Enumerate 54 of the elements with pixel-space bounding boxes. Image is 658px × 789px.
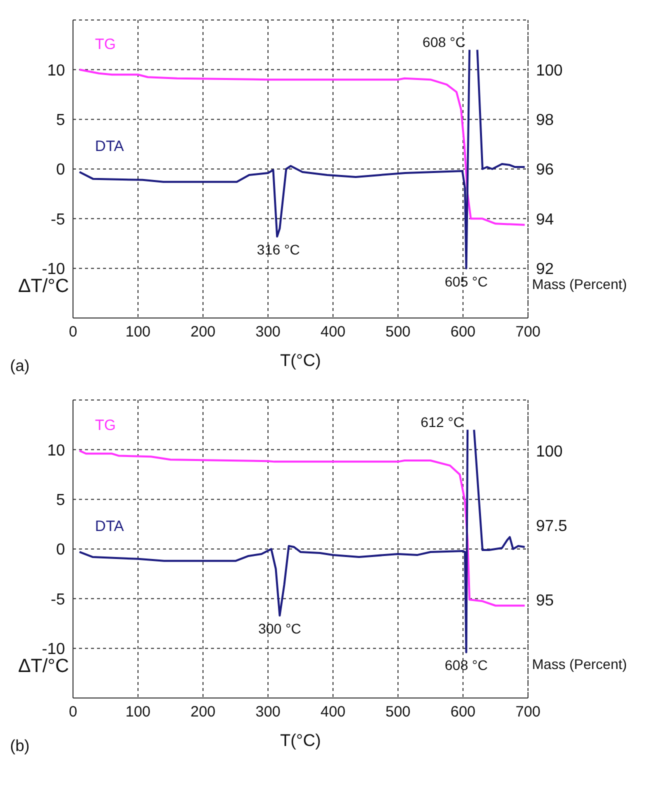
x-tick-label: 300	[255, 704, 281, 721]
y2-tick-label: 98	[536, 112, 554, 130]
y2-axis-title: Mass (Percent)	[532, 656, 627, 672]
y2-axis-title: Mass (Percent)	[532, 276, 627, 292]
x-tick-label: 500	[385, 324, 411, 341]
annotation: 300 °C	[258, 620, 302, 636]
annotation: 608 °C	[422, 34, 466, 50]
y-tick-label: 5	[56, 492, 66, 510]
x-tick-label: 600	[450, 324, 476, 341]
x-axis-title: T(°C)	[280, 731, 321, 750]
y-axis-title: ΔT/°C	[17, 276, 69, 298]
series-label: DTA	[95, 138, 124, 155]
y-tick-label: -10	[42, 261, 66, 278]
y-tick-label: 0	[56, 162, 66, 179]
x-tick-label: 0	[68, 704, 78, 721]
line-series	[78, 450, 526, 607]
y-axis-title: ΔT/°C	[17, 656, 69, 678]
series-label: DTA	[95, 518, 124, 535]
y-tick-label: 10	[47, 442, 66, 460]
line-series	[78, 68, 526, 226]
series-label: TG	[95, 36, 116, 53]
x-tick-label: 700	[515, 704, 541, 721]
y-tick-label: 5	[56, 112, 66, 130]
text: (b)	[10, 738, 30, 756]
x-tick-label: 0	[68, 324, 78, 341]
y2-tick-label: 95	[536, 592, 554, 610]
text: (a)	[10, 358, 30, 376]
y-tick-label: 0	[56, 542, 66, 559]
x-tick-label: 200	[190, 704, 216, 721]
x-tick-label: 700	[515, 324, 541, 341]
x-tick-label: 200	[190, 324, 216, 341]
annotation: 316 °C	[256, 241, 300, 258]
y2-tick-label: 100	[536, 443, 563, 460]
y2-tick-label: 92	[536, 261, 554, 278]
x-tick-label: 400	[320, 704, 346, 721]
y2-tick-label: 96	[536, 162, 554, 179]
y-tick-label: -5	[50, 211, 66, 228]
x-tick-label: 500	[385, 704, 411, 721]
series-label: TG	[95, 416, 116, 434]
y-tick-label: 10	[47, 62, 66, 80]
y2-tick-label: 100	[536, 62, 563, 80]
x-tick-label: 100	[125, 324, 151, 341]
annotation: 612 °C	[420, 414, 464, 430]
x-tick-label: 400	[320, 324, 346, 341]
annotation: 605 °C	[444, 273, 488, 290]
x-tick-label: 100	[125, 704, 151, 721]
annotation: 608 °C	[444, 657, 488, 674]
y2-tick-label: 97.5	[536, 518, 568, 535]
x-axis-title: T(°C)	[280, 351, 321, 370]
x-tick-label: 600	[450, 704, 476, 721]
x-tick-label: 300	[255, 324, 281, 341]
y2-tick-label: 94	[536, 211, 554, 228]
y-tick-label: -5	[50, 591, 66, 608]
y-tick-label: -10	[42, 641, 66, 658]
